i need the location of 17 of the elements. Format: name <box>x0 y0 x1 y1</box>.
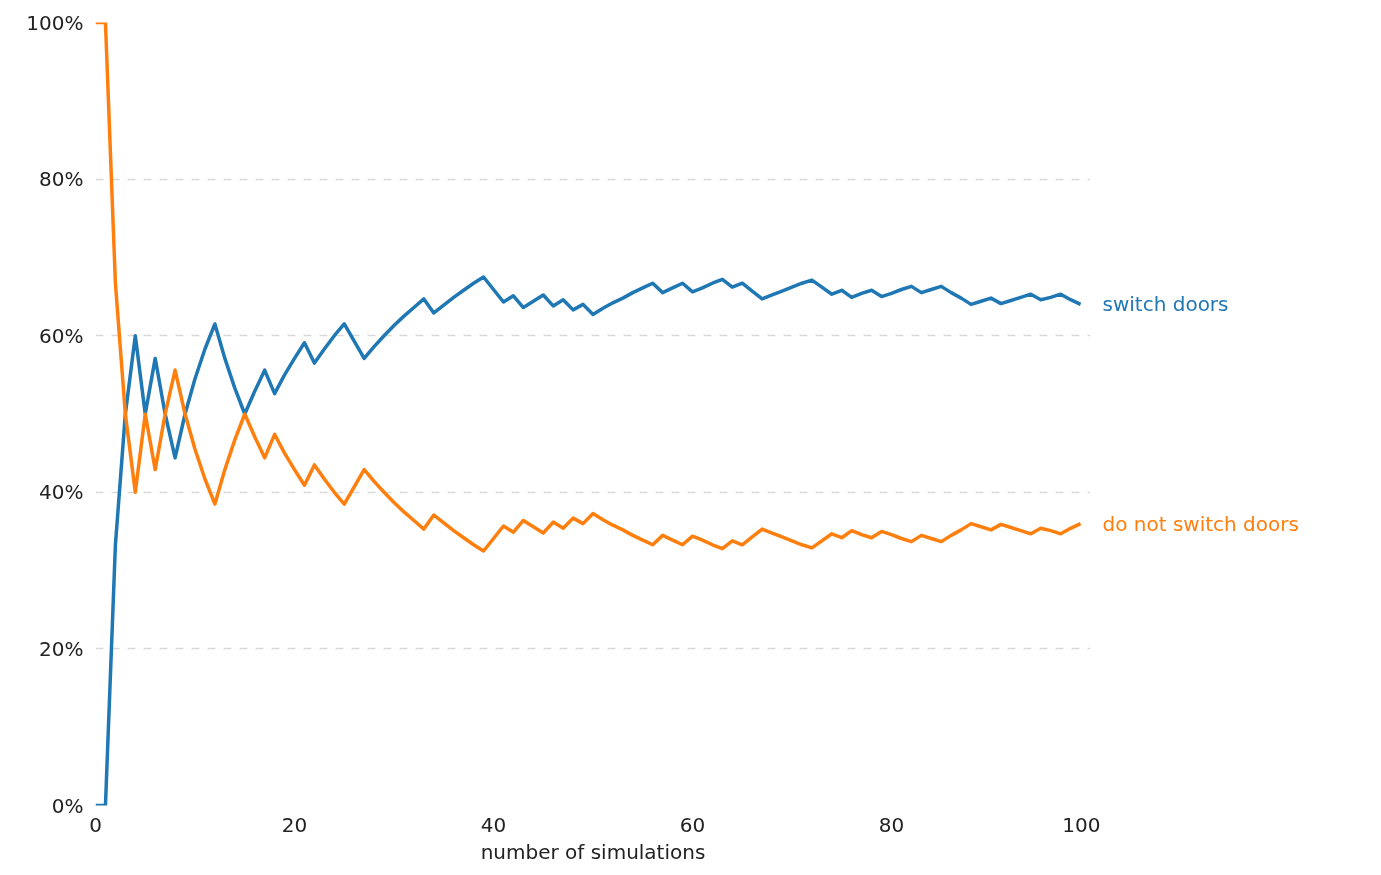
x-axis-title: number of simulations <box>480 839 706 864</box>
y-tick-label: 40% <box>39 480 84 505</box>
x-tick-label: 20 <box>281 812 308 837</box>
x-tick-label: 100 <box>1062 812 1101 837</box>
series-label: do not switch doors <box>1102 511 1299 536</box>
y-tick-label: 100% <box>26 10 84 35</box>
y-tick-label: 60% <box>39 323 84 348</box>
y-tick-label: 20% <box>39 636 84 661</box>
y-tick-label: 80% <box>39 167 84 192</box>
line-series <box>95 275 1083 806</box>
x-tick-label: 80 <box>878 812 905 837</box>
x-tick-label: 60 <box>679 812 706 837</box>
series-label: switch doors <box>1102 292 1229 317</box>
x-tick-label: 40 <box>480 812 507 837</box>
y-tick-label: 0% <box>51 793 84 818</box>
line-series <box>95 22 1083 553</box>
x-tick-label: 0 <box>89 812 102 837</box>
